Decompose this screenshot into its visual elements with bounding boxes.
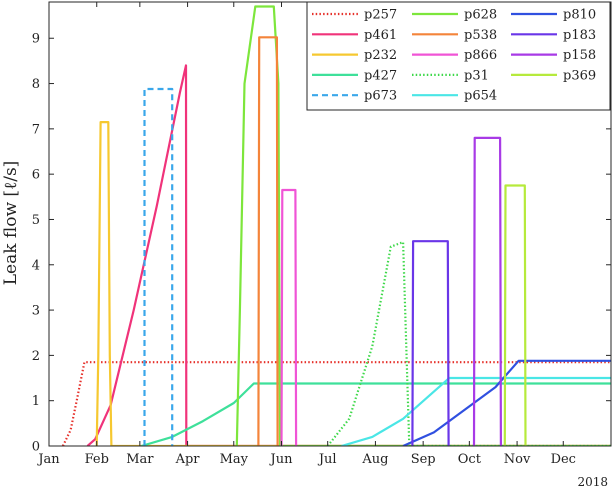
legend-label-p810: p810	[563, 8, 596, 23]
axis-ticks: 0 1 2 3 4 5 6 7 8 9 Jan Feb Mar Apr May Jun Jul Aug Sep Oct…	[32, 2, 611, 467]
series-line-p673	[143, 87, 174, 446]
y-tick-label: 1	[32, 394, 40, 409]
y-tick-label: 0	[32, 440, 40, 455]
series-line-p538	[257, 36, 279, 446]
y-tick-label: 6	[32, 168, 40, 183]
series-line-p158	[472, 136, 502, 446]
series-line-p369	[503, 184, 527, 446]
legend-label-p183: p183	[563, 28, 596, 43]
x-tick-label: Aug	[361, 452, 388, 467]
y-tick-label: 5	[32, 213, 40, 228]
legend-label-p866: p866	[464, 48, 497, 63]
y-tick-label: 7	[32, 122, 40, 137]
legend-label-p232: p232	[364, 48, 397, 63]
series-line-p31	[326, 241, 611, 446]
legend-label-p158: p158	[563, 48, 596, 63]
series-line-p461	[86, 64, 611, 446]
y-tick-label: 2	[32, 349, 40, 364]
series-line-p628	[235, 5, 611, 446]
legend-label-p673: p673	[364, 89, 397, 104]
legend-label-p427: p427	[364, 68, 397, 83]
y-axis-label: Leak flow [ℓ/s]	[1, 161, 21, 286]
plot-area	[48, 1, 612, 447]
legend: p257 p461 p232 p427 p673 p628 p538 p866 p31 p654 p…	[306, 1, 611, 111]
x-tick-label: Jun	[269, 452, 294, 467]
x-tick-label: Jul	[317, 452, 337, 467]
x-tick-label: Apr	[175, 452, 201, 467]
series-line-p257	[61, 361, 611, 446]
legend-label-p628: p628	[464, 8, 497, 23]
y-tick-label: 4	[32, 258, 40, 273]
x-tick-label: Oct	[458, 452, 482, 467]
series-line-p183	[411, 240, 450, 446]
legend-label-p538: p538	[464, 28, 497, 43]
legend-label-p31: p31	[464, 68, 489, 83]
series-line-p866	[280, 188, 298, 446]
x-tick-label: Feb	[85, 452, 109, 467]
x-tick-label: Jan	[36, 452, 60, 467]
legend-box	[306, 1, 611, 111]
x-tick-label: Sep	[411, 452, 436, 467]
series-line-p427	[141, 382, 611, 446]
legend-label-p369: p369	[563, 68, 596, 83]
series-line-p654	[341, 376, 611, 446]
legend-label-p654: p654	[464, 89, 497, 104]
y-tick-label: 8	[32, 77, 40, 92]
y-tick-label: 3	[32, 304, 40, 319]
x-tick-label: May	[220, 452, 249, 467]
y-tick-label: 9	[32, 32, 40, 47]
x-tick-label: Nov	[504, 452, 531, 467]
legend-label-p461: p461	[364, 28, 397, 43]
x-tick-label: Dec	[551, 452, 576, 467]
series-line-p232	[95, 120, 611, 446]
legend-label-p257: p257	[364, 8, 397, 23]
x-tick-label: Mar	[126, 452, 154, 467]
year-label: 2018	[577, 475, 608, 489]
series-line-p810	[402, 359, 611, 446]
